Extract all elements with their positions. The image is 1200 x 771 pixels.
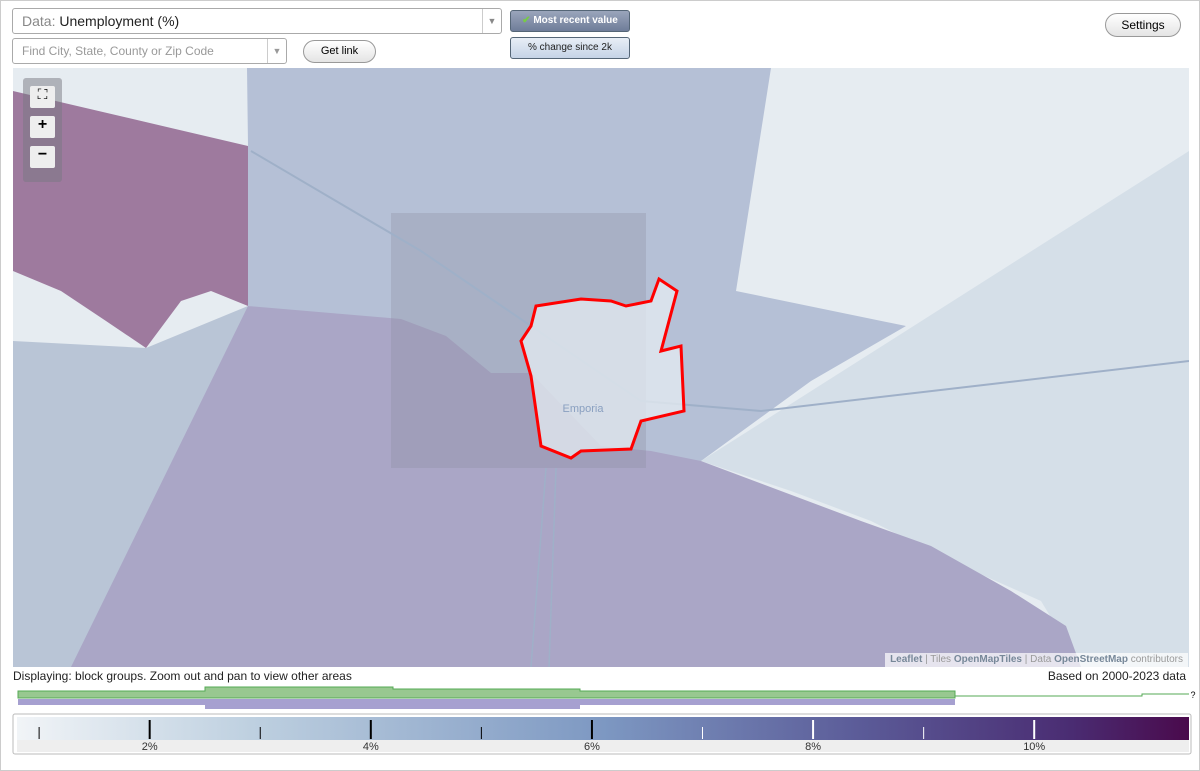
histogram-recent [954, 693, 1189, 698]
zoom-controls: ⛶ + − [23, 78, 62, 182]
legend-tick-label: 10% [1023, 741, 1045, 753]
attribution: Leaflet | Tiles OpenMapTiles | Data Open… [885, 653, 1188, 667]
legend-tick-label: 4% [363, 741, 379, 753]
data-select[interactable]: Data: Unemployment (%) ▼ [12, 8, 502, 34]
most-recent-label: Most recent value [533, 15, 618, 26]
map[interactable]: Emporia [13, 68, 1189, 667]
displaying-note: Displaying: block groups. Zoom out and p… [13, 669, 352, 683]
based-on-note: Based on 2000-2023 data [1047, 669, 1186, 683]
attribution-link[interactable]: Leaflet [890, 654, 923, 665]
attribution-link[interactable]: OpenStreetMap [1054, 654, 1128, 665]
region [71, 306, 1081, 667]
data-value: Unemployment (%) [59, 13, 180, 29]
change-toggle[interactable]: % change since 2k [510, 37, 630, 59]
check-icon: ✔ [522, 15, 531, 26]
fullscreen-button[interactable]: ⛶ [30, 86, 55, 108]
dropdown-arrow: ▼ [267, 39, 286, 63]
search-placeholder: Find City, State, County or Zip Code [22, 44, 214, 58]
attribution-link[interactable]: OpenMapTiles [953, 654, 1022, 665]
legend: ? 2% 4% 6% 8% 10% [12, 686, 1196, 755]
zoom-in-button[interactable]: + [30, 116, 55, 138]
unknown-marker: ? [1190, 690, 1195, 700]
histogram-recent [17, 686, 956, 699]
histogram-base [18, 699, 955, 709]
legend-tick-label: 8% [805, 741, 821, 753]
data-prefix: Data: [22, 13, 56, 29]
attribution-text: contributors [1130, 654, 1183, 665]
dropdown-arrow: ▼ [482, 9, 501, 33]
place-label: Emporia [563, 403, 605, 415]
get-link-button[interactable]: Get link [303, 40, 376, 63]
attribution-text: Data [1030, 654, 1052, 665]
selected-area[interactable] [519, 276, 686, 460]
settings-button[interactable]: Settings [1105, 13, 1181, 37]
attribution-text: Tiles [930, 654, 952, 665]
road [530, 467, 557, 667]
zoom-out-button[interactable]: − [30, 146, 55, 168]
legend-label-strip [17, 740, 1189, 752]
search-input[interactable]: Find City, State, County or Zip Code ▼ [12, 38, 287, 64]
color-scale [17, 717, 1189, 740]
most-recent-toggle[interactable]: ✔ Most recent value [510, 10, 630, 32]
region [701, 151, 1189, 667]
legend-tick-label: 6% [584, 741, 600, 753]
legend-tick-label: 2% [142, 741, 158, 753]
region [13, 91, 248, 348]
